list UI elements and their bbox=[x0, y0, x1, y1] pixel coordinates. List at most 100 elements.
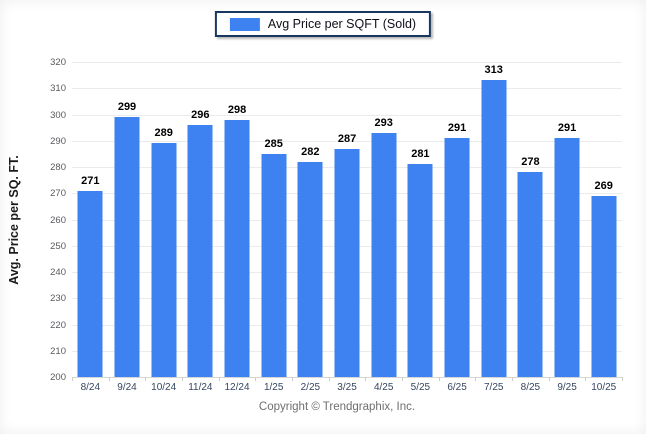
x-category-label: 12/24 bbox=[224, 382, 250, 393]
x-category-label: 10/25 bbox=[591, 382, 617, 393]
bar-value-label: 278 bbox=[521, 156, 540, 169]
bar-value-label: 285 bbox=[264, 137, 283, 150]
bar-cell-3/25: 287 bbox=[329, 62, 366, 377]
x-tick-mark bbox=[72, 377, 73, 381]
x-category-label: 5/25 bbox=[410, 382, 431, 393]
x-axis-labels: 8/24 9/24 10/24 11/24 12/24 1/25 2/25 3/25 4/25 5… bbox=[72, 382, 622, 393]
x-category-label: 11/24 bbox=[188, 382, 213, 393]
x-tick-mark bbox=[182, 377, 183, 381]
bar-cell-5/25: 281 bbox=[402, 62, 439, 377]
bar-cell-6/25: 291 bbox=[439, 62, 476, 377]
x-category-label: 9/24 bbox=[117, 382, 137, 393]
bar-cell-8/25: 278 bbox=[512, 62, 549, 377]
x-tick-mark bbox=[108, 377, 110, 381]
x-tick-mark bbox=[218, 377, 220, 381]
bar-value-label: 299 bbox=[117, 101, 137, 114]
y-tick-label: 320 bbox=[50, 57, 66, 68]
bar-value-label: 291 bbox=[447, 122, 467, 135]
x-tick-mark bbox=[402, 377, 403, 381]
gridline bbox=[72, 114, 622, 116]
y-tick-label: 240 bbox=[50, 267, 66, 278]
bar-cell-1/25: 285 bbox=[255, 62, 292, 377]
bar-cell-8/24: 271 bbox=[72, 62, 109, 377]
y-tick-label: 230 bbox=[50, 293, 66, 305]
bar-6/25 bbox=[444, 138, 470, 377]
bar-9/24 bbox=[114, 117, 140, 377]
bar-value-label: 298 bbox=[227, 103, 247, 116]
bar-value-label: 269 bbox=[594, 179, 613, 192]
x-tick-mark bbox=[145, 377, 147, 381]
x-tick-mark bbox=[475, 377, 477, 381]
bar-12/24 bbox=[224, 119, 250, 377]
bar-9/25 bbox=[554, 138, 580, 377]
bar-series: 271 299 289 296 298 285 282 287 293 281 291 313 278 2… bbox=[72, 62, 622, 377]
bar-4/25 bbox=[371, 132, 397, 377]
x-tick-mark bbox=[585, 377, 587, 381]
y-tick-label: 270 bbox=[50, 188, 66, 200]
bar-10/24 bbox=[151, 143, 177, 377]
bar-2/25 bbox=[297, 161, 323, 377]
y-tick-label: 300 bbox=[50, 109, 66, 121]
x-tick-mark bbox=[365, 377, 367, 381]
bar-cell-7/25: 313 bbox=[475, 62, 512, 377]
bar-1/25 bbox=[261, 153, 287, 377]
bar-8/25 bbox=[517, 172, 543, 377]
y-tick-label: 220 bbox=[50, 319, 66, 331]
bar-8/24 bbox=[77, 190, 103, 377]
bar-value-label: 271 bbox=[81, 174, 100, 187]
bar-7/25 bbox=[481, 80, 507, 377]
bar-value-label: 296 bbox=[191, 109, 210, 121]
bar-value-label: 281 bbox=[411, 148, 430, 161]
x-category-label: 1/25 bbox=[263, 382, 284, 393]
bar-cell-10/25: 269 bbox=[585, 62, 622, 377]
legend-swatch-avg-price bbox=[229, 17, 260, 31]
bar-10/25 bbox=[591, 195, 617, 377]
x-category-label: 2/25 bbox=[300, 382, 321, 393]
x-tick-mark bbox=[512, 377, 513, 381]
gridline bbox=[72, 88, 622, 90]
y-tick-label: 290 bbox=[50, 135, 66, 147]
bar-value-label: 287 bbox=[337, 132, 357, 145]
x-axis-baseline bbox=[72, 377, 622, 378]
y-tick-label: 260 bbox=[50, 214, 66, 226]
copyright-text: Copyright © Trendgraphix, Inc. bbox=[258, 401, 416, 413]
x-tick-mark bbox=[548, 377, 550, 381]
gridline bbox=[72, 140, 622, 142]
bar-cell-9/25: 291 bbox=[549, 62, 586, 377]
bar-value-label: 313 bbox=[484, 64, 503, 77]
bar-value-label: 293 bbox=[374, 116, 393, 129]
bar-3/25 bbox=[334, 148, 360, 377]
y-tick-label: 250 bbox=[50, 240, 66, 252]
x-tick-mark bbox=[255, 377, 257, 381]
gridline bbox=[72, 62, 622, 63]
x-tick-mark bbox=[438, 377, 440, 381]
x-category-label: 8/25 bbox=[520, 382, 541, 393]
x-category-label: 8/24 bbox=[80, 382, 101, 393]
bar-value-label: 282 bbox=[301, 145, 320, 158]
bar-cell-10/24: 289 bbox=[145, 62, 182, 377]
x-category-label: 10/24 bbox=[151, 382, 177, 393]
y-tick-label: 200 bbox=[50, 372, 66, 383]
x-tick-mark bbox=[622, 377, 623, 381]
bar-5/25 bbox=[407, 164, 433, 377]
bar-cell-11/24: 296 bbox=[182, 62, 219, 377]
bar-value-label: 291 bbox=[557, 122, 577, 135]
x-category-label: 3/25 bbox=[337, 382, 357, 393]
bar-value-label: 289 bbox=[154, 127, 173, 140]
x-category-label: 9/25 bbox=[557, 382, 577, 393]
y-tick-label: 310 bbox=[50, 83, 66, 95]
bar-cell-2/25: 282 bbox=[292, 62, 329, 377]
x-category-label: 7/25 bbox=[483, 382, 504, 393]
y-tick-label: 280 bbox=[50, 162, 66, 173]
bar-cell-9/24: 299 bbox=[109, 62, 146, 377]
x-category-label: 6/25 bbox=[447, 382, 467, 393]
y-tick-label: 210 bbox=[50, 345, 66, 357]
x-category-label: 4/25 bbox=[373, 382, 394, 393]
bar-11/24 bbox=[187, 125, 213, 377]
bar-cell-4/25: 293 bbox=[365, 62, 402, 377]
chart-legend: Avg Price per SQFT (Sold) bbox=[214, 11, 432, 37]
plot-area: 271 299 289 296 298 285 282 287 293 281 291 313 278 2… bbox=[72, 62, 623, 381]
legend-label: Avg Price per SQFT (Sold) bbox=[267, 17, 417, 31]
y-axis-title: Avg. Price per SQ. FT. bbox=[7, 155, 21, 285]
